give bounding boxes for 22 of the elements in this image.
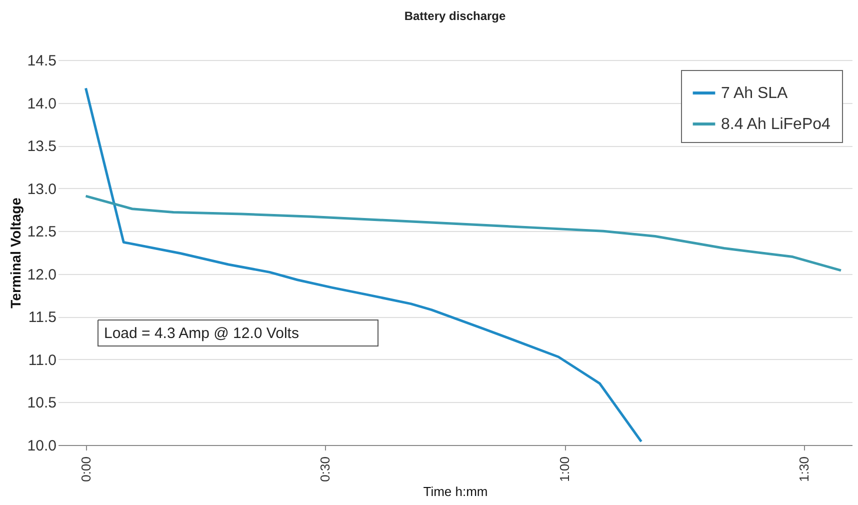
y-tick-label: 13.0 xyxy=(27,180,56,198)
annotation: Load = 4.3 Amp @ 12.0 Volts xyxy=(104,325,299,342)
y-tick-label: 10.0 xyxy=(27,438,56,454)
y-tick-label: 14.0 xyxy=(27,95,56,112)
line-series xyxy=(84,86,643,443)
legend-label: 8.4 Ah LiFePo4 xyxy=(721,116,831,133)
x-tick-label: 1:00 xyxy=(557,456,572,482)
y-tick-label: 13.5 xyxy=(27,138,56,156)
x-tick-label: 0:00 xyxy=(78,456,94,482)
y-axis-title: Terminal Voltage xyxy=(7,197,24,308)
y-tick-label: 12.5 xyxy=(27,224,56,241)
y-tick-label: 14.5 xyxy=(27,52,56,70)
chart-title: Battery discharge xyxy=(404,9,506,23)
line-series xyxy=(84,194,842,272)
y-tick-label: 12.0 xyxy=(27,266,56,284)
y-tick-label: 11.5 xyxy=(28,309,56,326)
y-tick-label: 10.5 xyxy=(27,394,56,412)
y-tick-label: 11.0 xyxy=(28,352,56,369)
x-tick-label: 0:30 xyxy=(318,456,333,482)
legend-label: 7 Ah SLA xyxy=(721,85,788,102)
x-axis-title: Time h:mm xyxy=(423,484,488,499)
x-tick-label: 1:30 xyxy=(796,456,812,482)
